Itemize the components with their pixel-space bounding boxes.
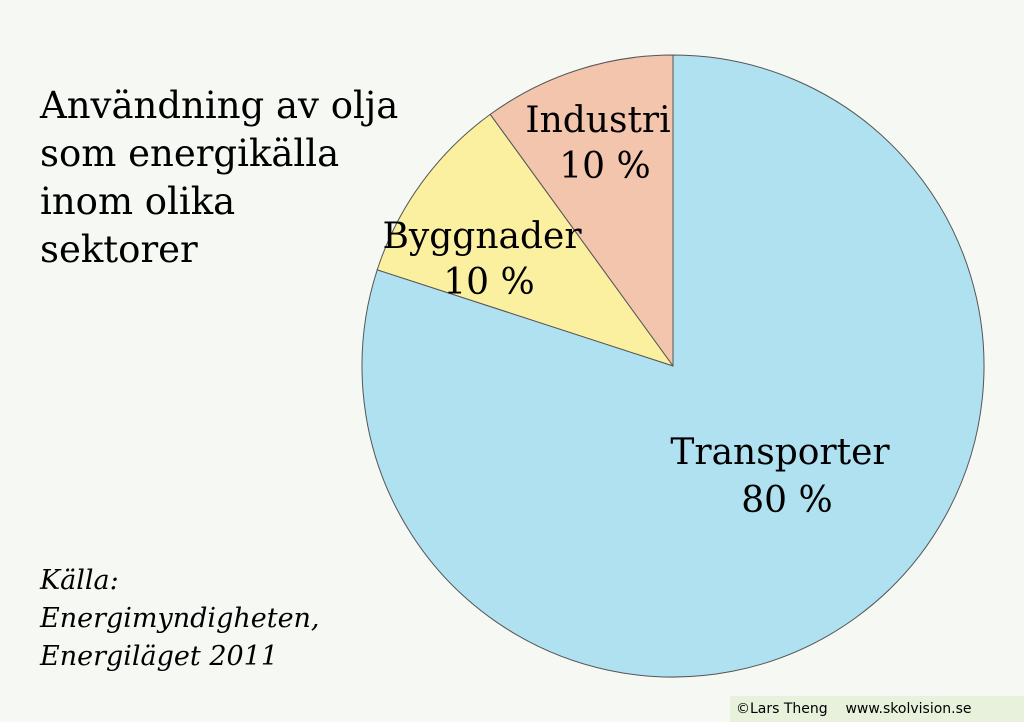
source-line-3: Energiläget 2011 (40, 641, 279, 672)
source-line-2: Energimyndigheten, (40, 603, 320, 634)
pie-slice-byggnader (376, 113, 675, 367)
pie-slice-industri (489, 54, 674, 368)
source-line-1: Källa: (40, 565, 119, 596)
slice-label-byggnader: Byggnader (382, 216, 582, 257)
slice-value-byggnader: 10 % (443, 262, 534, 303)
slice-value-industri: 10 % (559, 146, 650, 187)
title-line-1: Användning av olja (40, 84, 399, 127)
title-line-4: sektorer (40, 228, 198, 271)
slice-value-transporter: 80 % (741, 480, 832, 521)
slice-label-industri: Industri (525, 100, 670, 141)
chart-title: Användning av olja som energikälla inom … (40, 82, 399, 274)
pie-slice-transporter (361, 54, 985, 678)
credit-footer: ©Lars Theng www.skolvision.se (730, 696, 1024, 722)
title-line-3: inom olika (40, 180, 236, 223)
title-line-2: som energikälla (40, 132, 340, 175)
slice-label-transporter: Transporter (670, 432, 890, 473)
source-note: Källa: Energimyndigheten, Energiläget 20… (40, 562, 320, 676)
pie-slices (361, 54, 985, 678)
pie-labels: Industri 10 % Byggnader 10 % Transporter 80 % (382, 100, 890, 521)
